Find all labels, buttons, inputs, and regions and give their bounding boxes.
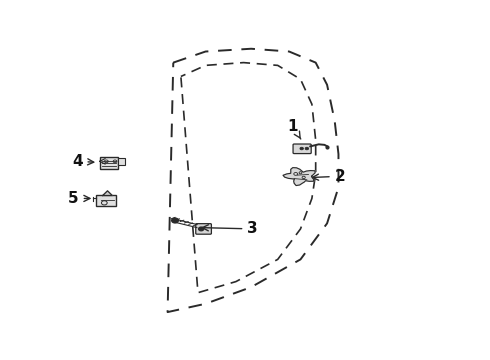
- FancyBboxPatch shape: [196, 224, 211, 234]
- FancyBboxPatch shape: [96, 195, 116, 206]
- Circle shape: [198, 227, 204, 231]
- FancyBboxPatch shape: [118, 158, 125, 165]
- Text: 2: 2: [313, 169, 345, 184]
- Text: 5: 5: [68, 191, 90, 206]
- Text: 4: 4: [72, 154, 94, 169]
- FancyBboxPatch shape: [293, 144, 311, 154]
- Circle shape: [305, 147, 309, 150]
- Polygon shape: [283, 168, 315, 185]
- Text: 1: 1: [288, 119, 301, 139]
- Polygon shape: [103, 191, 112, 195]
- Circle shape: [300, 147, 303, 150]
- FancyBboxPatch shape: [100, 157, 118, 169]
- Circle shape: [172, 218, 178, 223]
- Text: 3: 3: [202, 221, 258, 237]
